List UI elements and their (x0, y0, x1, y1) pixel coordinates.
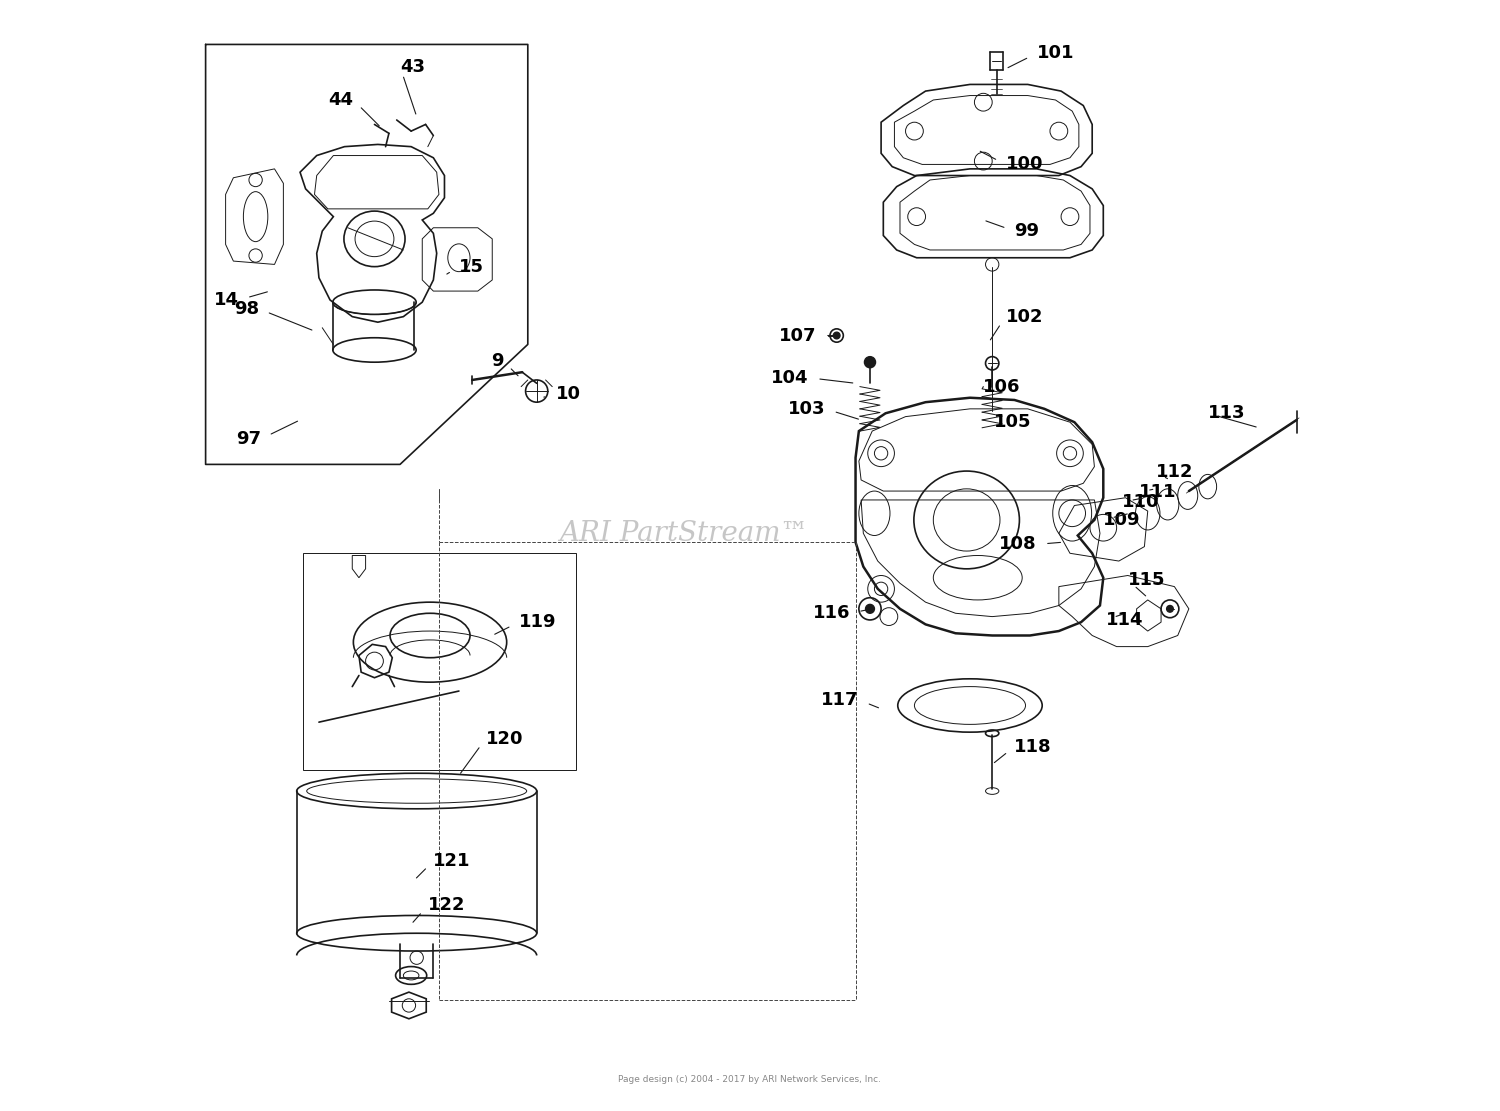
Text: 106: 106 (984, 378, 1022, 396)
Text: 108: 108 (999, 536, 1036, 553)
Text: 114: 114 (1106, 611, 1143, 629)
Bar (303, 553, 576, 770)
Text: ARI PartStream™: ARI PartStream™ (558, 520, 808, 547)
Text: 103: 103 (788, 400, 825, 418)
Text: 104: 104 (771, 369, 808, 387)
Text: Page design (c) 2004 - 2017 by ARI Network Services, Inc.: Page design (c) 2004 - 2017 by ARI Netwo… (618, 1075, 882, 1084)
Text: 112: 112 (1155, 463, 1192, 481)
Text: 99: 99 (1014, 222, 1040, 240)
Text: 107: 107 (778, 327, 816, 344)
Text: 44: 44 (328, 91, 354, 109)
Text: 122: 122 (427, 897, 465, 914)
Circle shape (834, 332, 840, 339)
Text: 111: 111 (1138, 483, 1176, 501)
Text: 105: 105 (994, 413, 1032, 431)
Text: 14: 14 (214, 291, 238, 309)
Circle shape (1167, 605, 1173, 612)
Text: 116: 116 (813, 604, 850, 622)
Text: 117: 117 (822, 691, 860, 709)
Text: 119: 119 (519, 613, 556, 631)
Text: 9: 9 (490, 352, 504, 370)
Text: 118: 118 (1014, 738, 1052, 755)
Text: 109: 109 (1104, 511, 1142, 529)
Text: 110: 110 (1122, 493, 1160, 511)
Text: 113: 113 (1208, 404, 1245, 422)
Text: 97: 97 (236, 430, 261, 448)
Text: 43: 43 (400, 58, 424, 76)
Text: 15: 15 (459, 258, 484, 276)
Circle shape (865, 604, 874, 613)
Text: 10: 10 (555, 386, 580, 403)
Text: 100: 100 (1005, 156, 1042, 173)
Text: 101: 101 (1036, 44, 1074, 62)
Text: 115: 115 (1128, 571, 1166, 589)
Text: 98: 98 (234, 300, 260, 318)
Text: 102: 102 (1005, 308, 1042, 326)
Text: 120: 120 (486, 730, 524, 748)
Circle shape (864, 357, 876, 368)
Text: 121: 121 (433, 852, 471, 870)
